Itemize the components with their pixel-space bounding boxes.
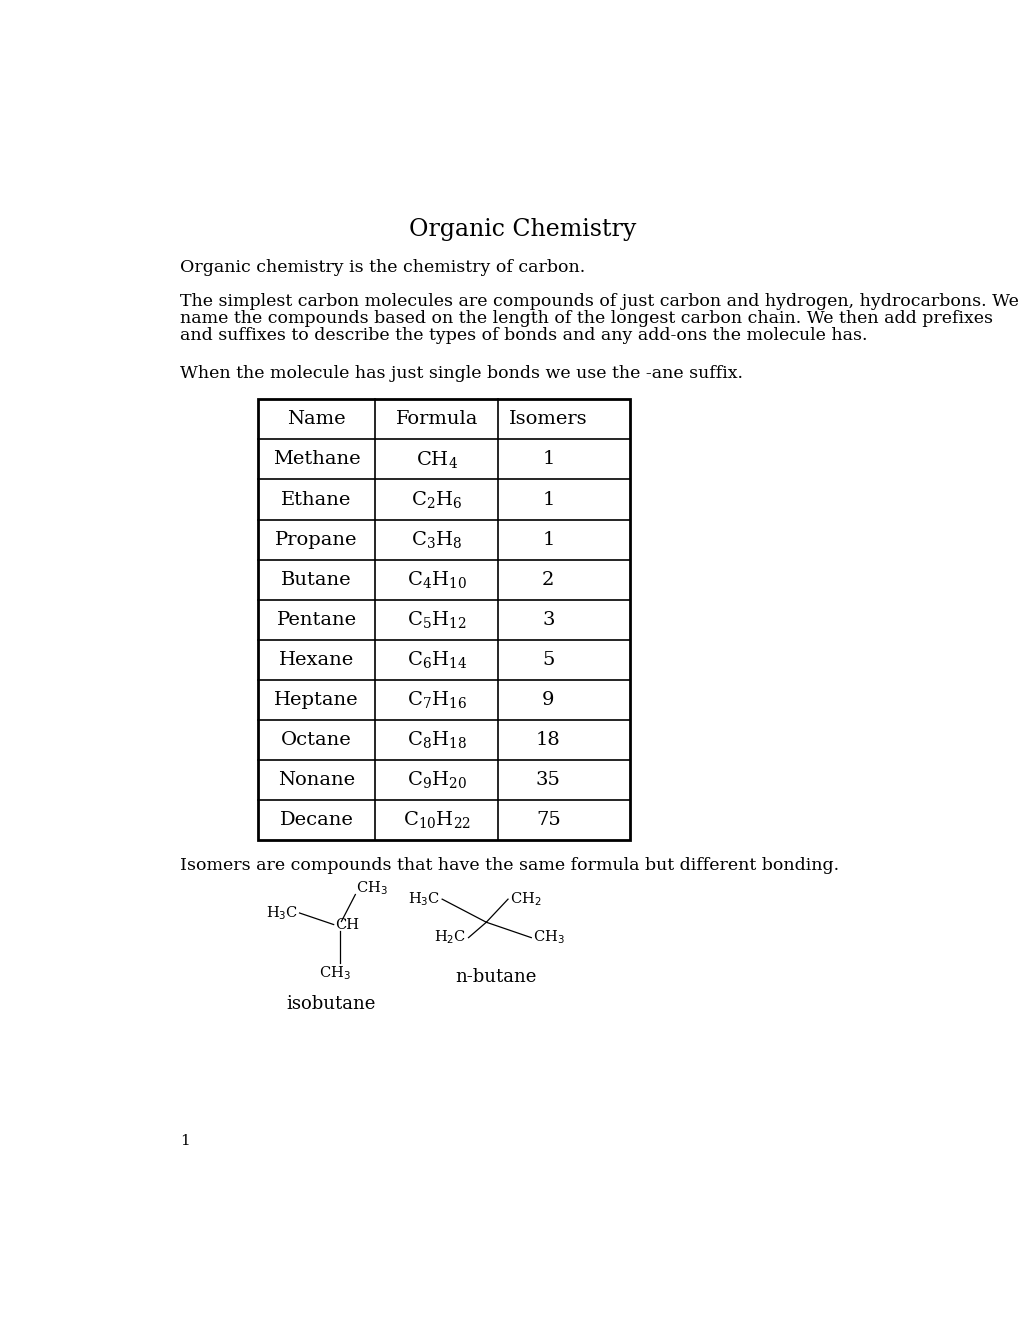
Text: 1: 1 <box>542 491 554 508</box>
Text: Octane: Octane <box>281 731 352 748</box>
Text: name the compounds based on the length of the longest carbon chain. We then add : name the compounds based on the length o… <box>180 310 993 327</box>
Text: Formula: Formula <box>395 411 478 429</box>
Text: 18: 18 <box>535 731 560 748</box>
Text: Pentane: Pentane <box>276 611 357 628</box>
Text: Isomers are compounds that have the same formula but different bonding.: Isomers are compounds that have the same… <box>180 857 839 874</box>
Text: and suffixes to describe the types of bonds and any add-ons the molecule has.: and suffixes to describe the types of bo… <box>180 327 867 345</box>
Text: Propane: Propane <box>275 531 358 549</box>
Text: Isomers: Isomers <box>508 411 587 429</box>
Text: $\mathregular{C_5H_{12}}$: $\mathregular{C_5H_{12}}$ <box>407 609 466 630</box>
Text: CH$_2$: CH$_2$ <box>510 890 540 908</box>
Text: CH$_3$: CH$_3$ <box>319 965 351 982</box>
Text: 1: 1 <box>180 1134 190 1148</box>
Text: $\mathregular{C_7H_{16}}$: $\mathregular{C_7H_{16}}$ <box>407 689 467 710</box>
Text: 2: 2 <box>542 570 554 589</box>
Text: H$_3$C: H$_3$C <box>408 890 439 908</box>
Text: Hexane: Hexane <box>279 651 354 669</box>
Bar <box>258 400 629 840</box>
Text: 1: 1 <box>542 531 554 549</box>
Text: Heptane: Heptane <box>274 690 359 709</box>
Text: $\mathregular{C_8H_{18}}$: $\mathregular{C_8H_{18}}$ <box>407 729 467 750</box>
Text: 35: 35 <box>535 771 560 789</box>
Text: $\mathregular{C_3H_8}$: $\mathregular{C_3H_8}$ <box>411 529 462 550</box>
Text: $\mathregular{C_9H_{20}}$: $\mathregular{C_9H_{20}}$ <box>407 770 467 791</box>
Text: 9: 9 <box>541 690 554 709</box>
Text: $\mathregular{C_2H_6}$: $\mathregular{C_2H_6}$ <box>411 488 462 510</box>
Text: $\mathregular{C_{10}H_{22}}$: $\mathregular{C_{10}H_{22}}$ <box>403 809 471 830</box>
Text: Name: Name <box>287 411 345 429</box>
Text: Organic chemistry is the chemistry of carbon.: Organic chemistry is the chemistry of ca… <box>180 259 585 276</box>
Text: When the molecule has just single bonds we use the -ane suffix.: When the molecule has just single bonds … <box>180 364 743 381</box>
Text: Ethane: Ethane <box>281 491 352 508</box>
Text: $\mathregular{C_6H_{14}}$: $\mathregular{C_6H_{14}}$ <box>407 649 467 671</box>
Text: isobutane: isobutane <box>286 995 376 1014</box>
Text: Nonane: Nonane <box>278 771 355 789</box>
Text: Butane: Butane <box>281 570 352 589</box>
Text: Methane: Methane <box>272 450 360 469</box>
Text: $\mathregular{C_4H_{10}}$: $\mathregular{C_4H_{10}}$ <box>407 569 467 590</box>
Text: n-butane: n-butane <box>454 969 536 986</box>
Text: 5: 5 <box>542 651 554 669</box>
Text: $\mathregular{CH_4}$: $\mathregular{CH_4}$ <box>416 449 458 470</box>
Text: 1: 1 <box>542 450 554 469</box>
Text: 75: 75 <box>535 810 560 829</box>
Text: CH$_3$: CH$_3$ <box>356 879 387 898</box>
Text: H$_2$C: H$_2$C <box>433 929 466 946</box>
Text: CH$_3$: CH$_3$ <box>532 929 564 946</box>
Text: CH: CH <box>335 917 359 932</box>
Text: 3: 3 <box>541 611 554 628</box>
Text: Organic Chemistry: Organic Chemistry <box>409 218 636 242</box>
Text: H$_3$C: H$_3$C <box>266 904 298 921</box>
Text: The simplest carbon molecules are compounds of just carbon and hydrogen, hydroca: The simplest carbon molecules are compou… <box>180 293 1018 310</box>
Text: Decane: Decane <box>279 810 354 829</box>
